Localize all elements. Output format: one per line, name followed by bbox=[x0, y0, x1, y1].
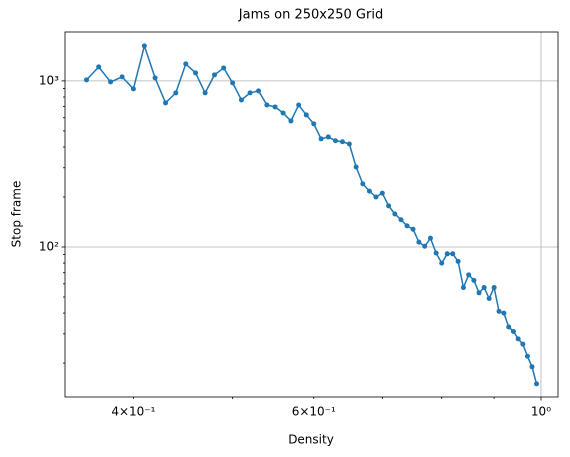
marker bbox=[183, 61, 189, 67]
x-tick-label: 4×10⁻¹ bbox=[111, 405, 155, 419]
marker bbox=[238, 97, 244, 103]
marker bbox=[108, 79, 114, 85]
marker bbox=[247, 90, 253, 96]
marker bbox=[173, 90, 179, 96]
marker bbox=[534, 381, 540, 387]
marker bbox=[130, 86, 136, 92]
plot-frame bbox=[64, 31, 559, 398]
marker bbox=[373, 194, 379, 200]
marker bbox=[221, 65, 227, 71]
marker bbox=[332, 138, 338, 144]
marker bbox=[366, 188, 372, 194]
marker bbox=[325, 134, 331, 140]
marker bbox=[515, 336, 521, 342]
marker bbox=[416, 239, 422, 245]
marker bbox=[520, 341, 526, 347]
marker bbox=[303, 112, 309, 118]
marker bbox=[439, 260, 445, 266]
marker bbox=[486, 295, 492, 301]
marker bbox=[353, 164, 359, 170]
marker bbox=[96, 64, 102, 70]
marker bbox=[119, 74, 125, 80]
marker bbox=[501, 310, 507, 316]
line bbox=[85, 43, 538, 385]
marker bbox=[256, 88, 262, 94]
marker bbox=[318, 136, 324, 142]
x-tick-label: 10⁰ bbox=[531, 405, 551, 419]
marker bbox=[152, 75, 158, 81]
x-tick-label: 6×10⁻¹ bbox=[292, 405, 336, 419]
marker bbox=[280, 110, 286, 116]
marker bbox=[360, 181, 366, 187]
marker bbox=[379, 190, 385, 196]
marker bbox=[481, 285, 487, 291]
marker bbox=[410, 226, 416, 232]
marker bbox=[422, 243, 428, 249]
marker bbox=[311, 121, 317, 127]
marker bbox=[392, 211, 398, 217]
marker bbox=[506, 324, 512, 330]
marker bbox=[296, 102, 302, 108]
y-tick-label: 10² bbox=[39, 240, 59, 254]
marker bbox=[433, 250, 439, 256]
marker bbox=[460, 285, 466, 291]
chart-title: Jams on 250x250 Grid bbox=[238, 8, 383, 23]
marker bbox=[339, 139, 345, 145]
y-tick-label: 10³ bbox=[39, 73, 59, 87]
x-axis-label: Density bbox=[288, 433, 334, 447]
marker bbox=[84, 77, 90, 83]
marker bbox=[288, 118, 294, 124]
marker bbox=[202, 90, 208, 96]
marker bbox=[510, 328, 516, 334]
marker bbox=[455, 258, 461, 264]
marker bbox=[404, 223, 410, 229]
marker bbox=[272, 104, 278, 110]
marker bbox=[264, 102, 270, 108]
marker bbox=[444, 251, 450, 257]
marker bbox=[496, 308, 502, 314]
marker bbox=[529, 364, 535, 370]
marker bbox=[491, 285, 497, 291]
marker bbox=[524, 353, 530, 359]
marker bbox=[193, 70, 199, 76]
y-axis-label: Stop frame bbox=[10, 181, 24, 248]
marker bbox=[386, 203, 392, 209]
marker bbox=[398, 217, 404, 223]
marker bbox=[211, 72, 217, 78]
marker bbox=[450, 251, 456, 257]
marker bbox=[141, 43, 147, 49]
marker bbox=[427, 235, 433, 241]
marker bbox=[471, 277, 477, 283]
marker bbox=[466, 272, 472, 278]
marker bbox=[163, 100, 169, 106]
marker bbox=[346, 141, 352, 147]
marker bbox=[476, 290, 482, 296]
marker bbox=[230, 80, 236, 86]
